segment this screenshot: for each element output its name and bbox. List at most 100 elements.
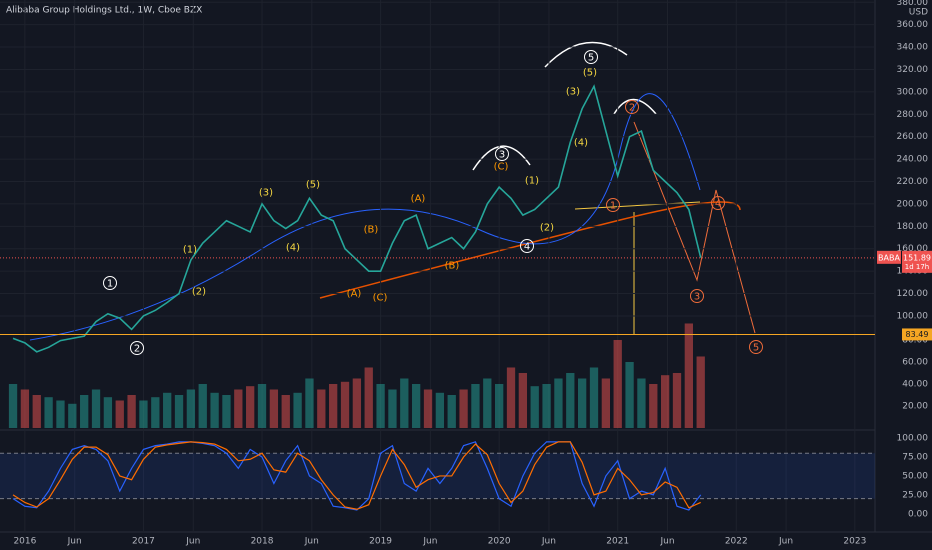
- volume-bar: [20, 389, 30, 428]
- stoch-tick-label: 50.00: [902, 471, 928, 481]
- volume-bar: [495, 383, 504, 428]
- volume-bar: [601, 378, 611, 428]
- y-tick-label: 360.00: [897, 20, 929, 30]
- y-tick-label: 260.00: [897, 132, 929, 142]
- y-tick-label: 320.00: [897, 65, 929, 75]
- annotation: (C): [494, 162, 509, 173]
- annotation: (2): [540, 223, 554, 234]
- last-price-label: 151.89: [903, 253, 931, 262]
- annotation: (1): [183, 245, 197, 256]
- annotation-circle: [584, 50, 598, 64]
- y-tick-label: 240.00: [897, 155, 929, 165]
- y-tick-label: 180.00: [897, 222, 929, 232]
- stoch-tick-label: 75.00: [902, 453, 928, 463]
- volume-bar: [637, 378, 646, 428]
- volume-bar: [269, 389, 279, 428]
- volume-tick-label: 40.00: [902, 379, 928, 389]
- volume-bar: [518, 372, 528, 428]
- volume-bar: [329, 383, 338, 428]
- volume-bar: [589, 367, 599, 428]
- volume-bar: [91, 389, 101, 428]
- annotation: 3: [499, 150, 505, 161]
- volume-bar: [32, 394, 41, 428]
- volume-bar: [435, 392, 445, 428]
- x-tick-label: 2019: [369, 537, 392, 547]
- volume-bar: [376, 383, 385, 428]
- volume-bar: [530, 386, 539, 428]
- stoch-line: [12, 441, 701, 510]
- volume-bar: [672, 372, 682, 428]
- stoch-band: [0, 453, 875, 499]
- arc: [613, 98, 657, 115]
- annotation: (A): [411, 194, 426, 205]
- volume-bar: [364, 367, 373, 428]
- y-tick-label: 100.00: [897, 311, 929, 321]
- volume-bar: [506, 367, 516, 428]
- volume-bar: [103, 397, 113, 428]
- arc: [472, 145, 531, 171]
- annotation: (A): [347, 289, 362, 300]
- annotation-circle: [749, 340, 763, 354]
- symbol-label: BABA: [878, 253, 900, 262]
- volume-bar: [234, 389, 243, 428]
- volume-bar: [198, 383, 207, 428]
- volume-bar: [115, 400, 124, 428]
- annotation: (3): [259, 188, 273, 199]
- volume-bar: [246, 386, 255, 428]
- currency: USD: [909, 8, 928, 18]
- stoch-tick-label: 100.00: [897, 434, 929, 444]
- x-tick-label: 2022: [725, 537, 748, 547]
- annotation: 2: [134, 344, 140, 355]
- y-tick-label: 300.00: [897, 87, 929, 97]
- moving-average: [29, 93, 701, 341]
- x-tick-label: Jun: [778, 537, 793, 547]
- volume-bar: [340, 381, 350, 428]
- volume-tick-label: 20.00: [902, 401, 928, 411]
- target-label: 83.49: [906, 330, 929, 339]
- x-tick-label: Jun: [185, 537, 200, 547]
- annotation: 4: [524, 242, 530, 253]
- y-tick-label: 220.00: [897, 177, 929, 187]
- price-badge: [902, 250, 932, 273]
- y-tick-label: 120.00: [897, 289, 929, 299]
- x-tick-label: Jun: [541, 537, 556, 547]
- volume-bar: [305, 378, 314, 428]
- annotation: 5: [753, 343, 759, 354]
- volume-bar: [696, 356, 705, 428]
- y-tick-label: 340.00: [897, 43, 929, 53]
- annotation: (2): [192, 287, 206, 298]
- annotation: 3: [694, 292, 700, 303]
- annotation: (C): [373, 293, 388, 304]
- volume-bar: [613, 339, 622, 428]
- volume-bar: [56, 400, 65, 428]
- annotation-circle: [495, 147, 509, 161]
- volume-tick-label: 80.00: [902, 335, 928, 345]
- x-tick-label: Jun: [659, 537, 674, 547]
- stoch-tick-label: 0.00: [908, 509, 928, 519]
- volume-bar: [317, 389, 326, 428]
- annotation-circle: [103, 276, 117, 290]
- volume-bar: [423, 389, 433, 428]
- y-tick-label: 160.00: [897, 244, 929, 254]
- y-tick-label: 380.00: [897, 0, 929, 8]
- volume-bar: [483, 378, 492, 428]
- volume-bar: [210, 392, 219, 428]
- y-tick-label: 200.00: [897, 199, 929, 209]
- annotation-circle: [606, 198, 620, 212]
- volume-bar: [459, 389, 468, 428]
- annotation: (B): [364, 225, 379, 236]
- volume-bar: [542, 383, 551, 428]
- volume-bar: [566, 372, 575, 428]
- chart-title: Alibaba Group Holdings Ltd., 1W, Cboe BZ…: [6, 6, 202, 16]
- volume-bar: [257, 383, 267, 428]
- volume-bar: [684, 323, 694, 428]
- projections: [29, 93, 756, 341]
- volume-bar: [127, 394, 136, 428]
- annotation: 2: [629, 103, 635, 114]
- volume-bar: [471, 383, 480, 428]
- volume-bar: [80, 394, 89, 428]
- stoch-line: [12, 441, 702, 511]
- stoch-tick-label: 25.00: [902, 490, 928, 500]
